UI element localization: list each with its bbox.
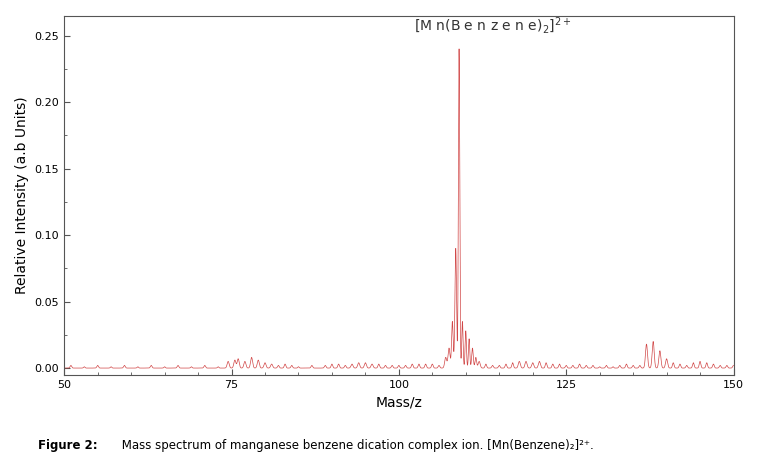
Text: Mass spectrum of manganese benzene dication complex ion. [Mn(Benzene)₂]²⁺.: Mass spectrum of manganese benzene dicat… — [118, 439, 594, 453]
Text: Figure 2:: Figure 2: — [38, 439, 98, 453]
Text: [M n(B e n z e n e)$_2$]$^{2+}$: [M n(B e n z e n e)$_2$]$^{2+}$ — [414, 15, 572, 35]
X-axis label: Mass/z: Mass/z — [376, 395, 422, 409]
Y-axis label: Relative Intensity (a.b Units): Relative Intensity (a.b Units) — [15, 96, 29, 294]
